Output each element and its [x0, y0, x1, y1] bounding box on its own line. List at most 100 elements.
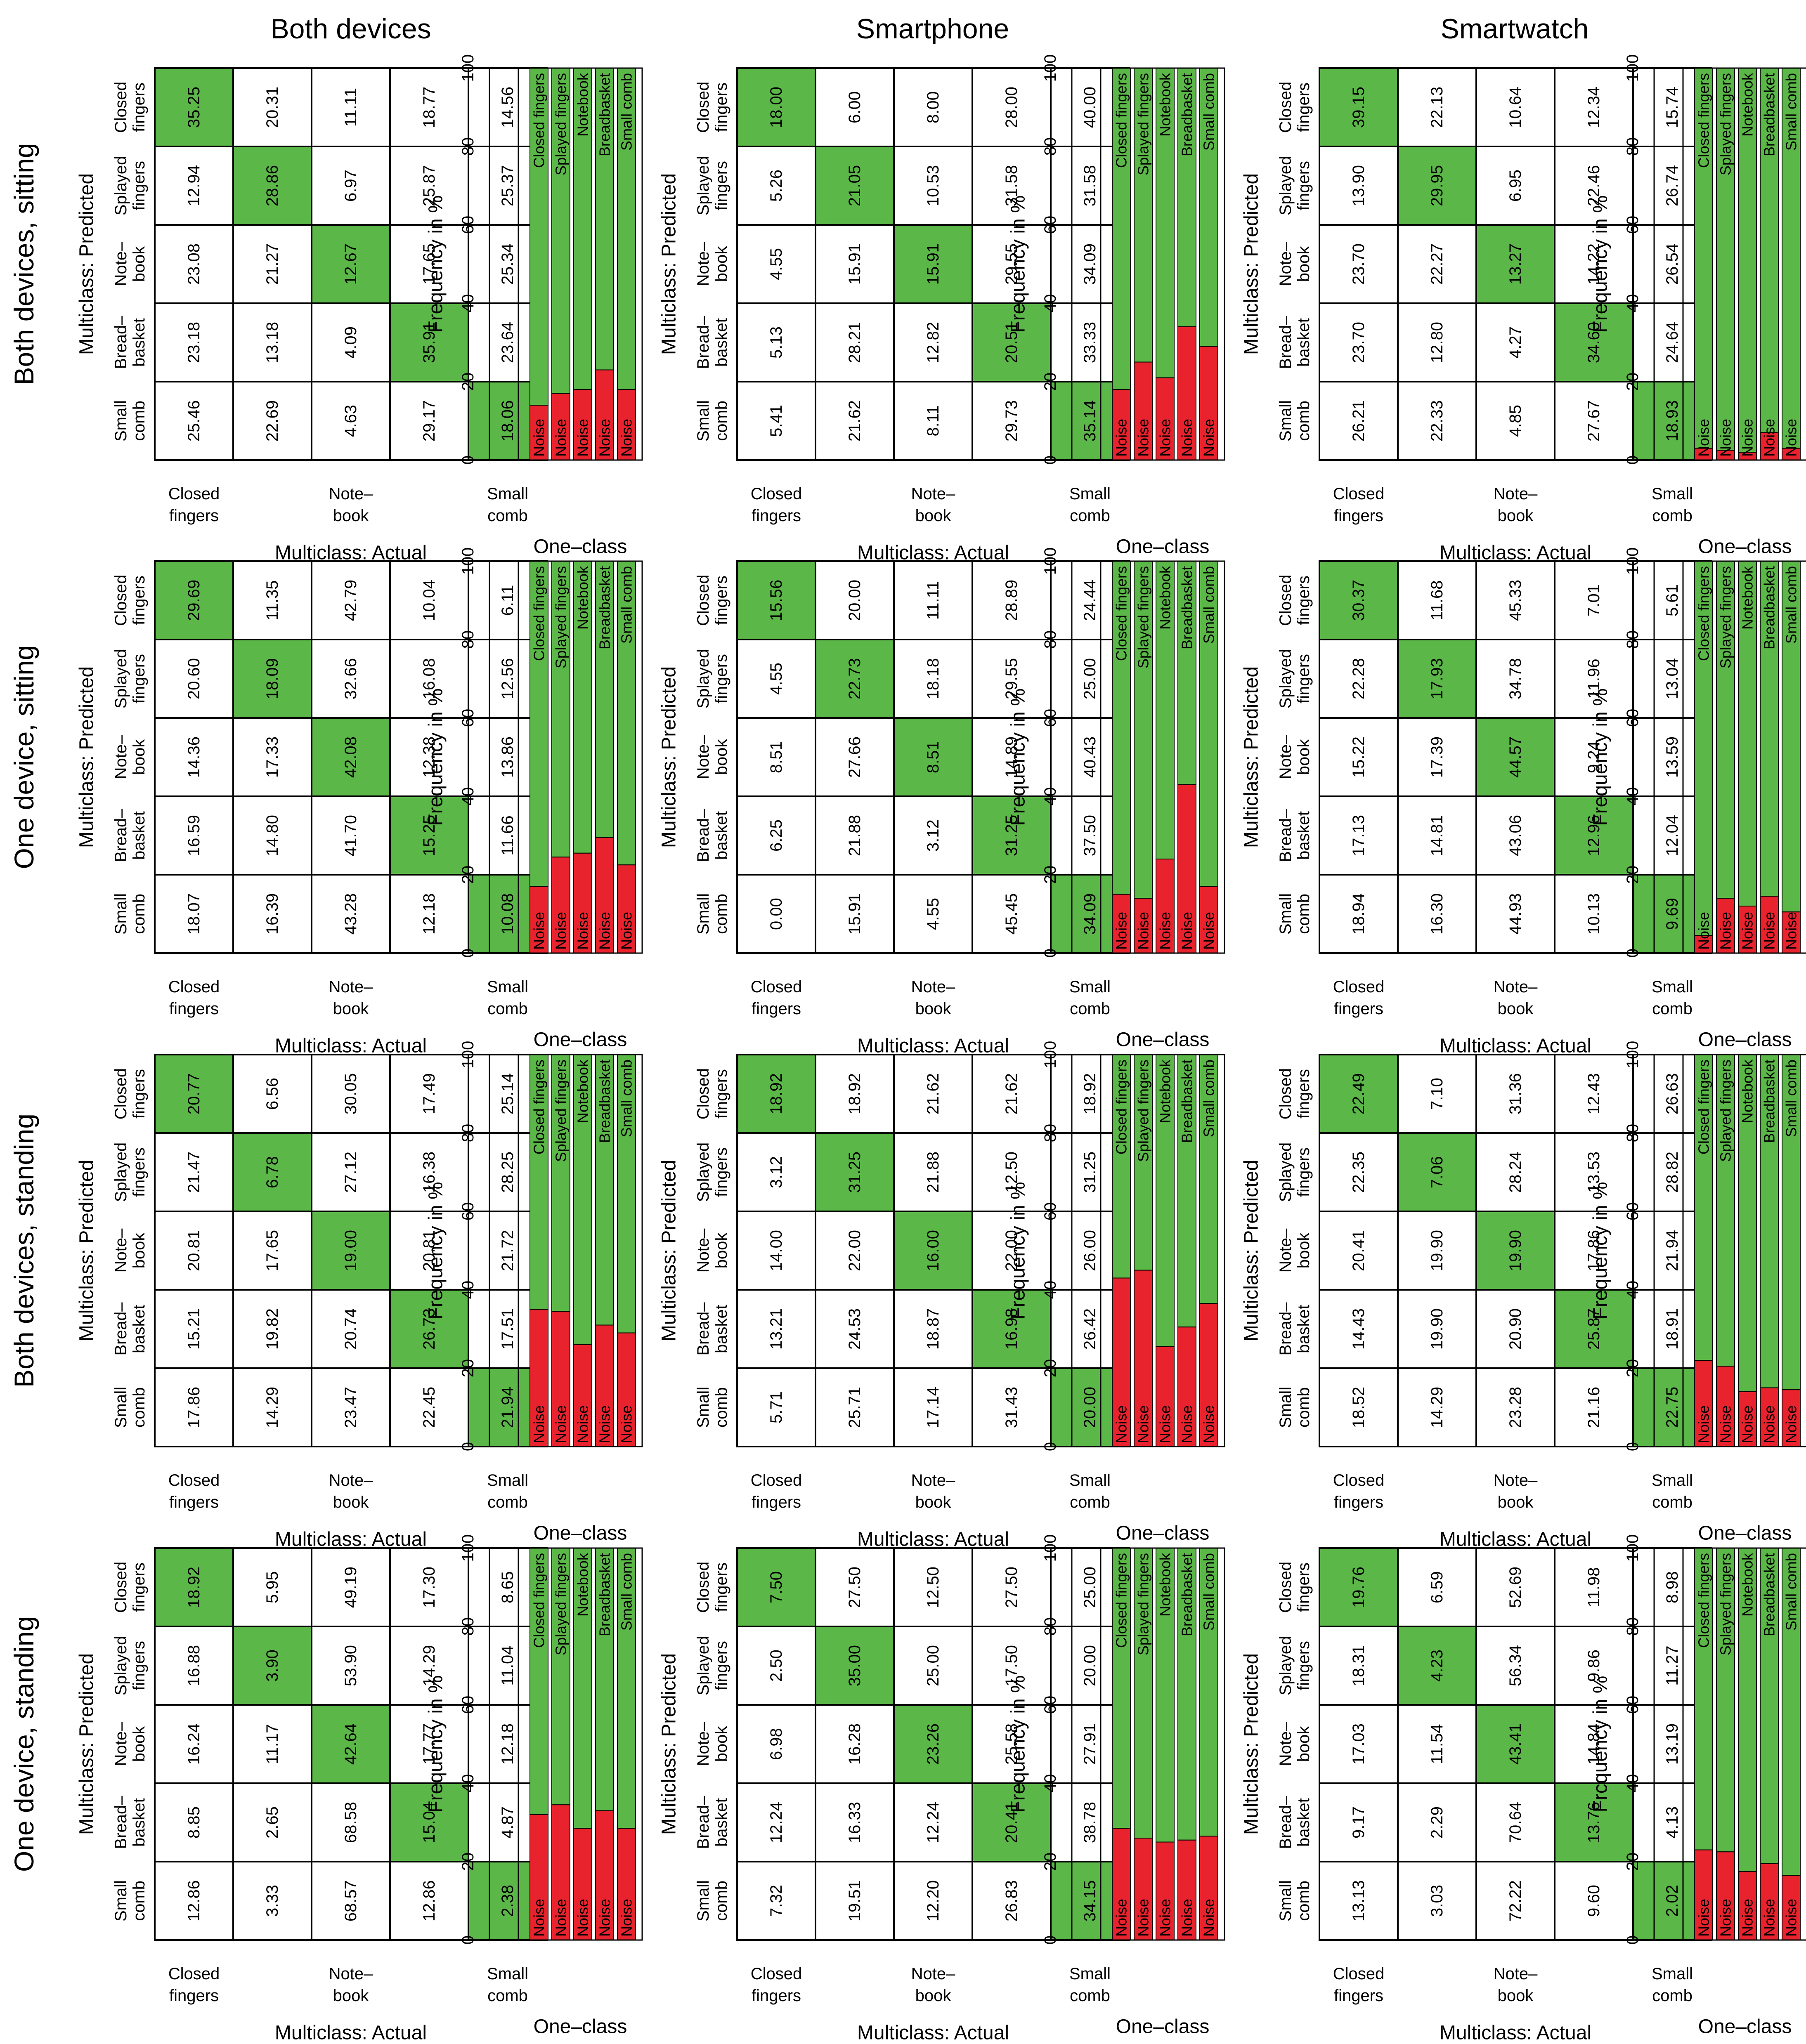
class-label: fingers	[712, 576, 730, 625]
cell-value: 45.33	[1506, 580, 1525, 621]
bar-noise-label: Noise	[596, 912, 613, 950]
y-tick-label: 60	[459, 216, 477, 234]
x-tick-label: Closed	[168, 978, 220, 996]
cell-value: 14.89	[1002, 736, 1021, 778]
cell-value: 12.18	[420, 893, 438, 935]
bar-y-title: Frequency in %	[425, 688, 447, 826]
cell-value: 18.92	[846, 1073, 864, 1114]
matrix-cell	[1397, 560, 1477, 640]
matrix-cell	[815, 639, 895, 719]
y-tick-label: 40	[1041, 1774, 1059, 1793]
bar-noise-label: Noise	[1717, 912, 1734, 950]
matrix-cell	[389, 717, 469, 797]
matrix-y-title: Multiclass: Predicted	[1241, 1653, 1262, 1835]
bar-noise-label: Noise	[1201, 419, 1217, 457]
cell-value: 23.47	[342, 1387, 360, 1428]
x-tick-label: comb	[487, 507, 528, 525]
cell-value: 9.86	[1585, 1650, 1603, 1682]
cell-value: 44.93	[1506, 893, 1525, 935]
bar-class-label: Notebook	[1157, 1553, 1174, 1617]
cell-value: 2.38	[499, 1885, 517, 1917]
cell-value: 26.00	[1081, 1230, 1099, 1271]
class-label: Small	[1276, 1880, 1295, 1921]
cell-value: 10.64	[1506, 87, 1525, 128]
class-label: comb	[130, 401, 148, 441]
y-tick-label: 60	[1041, 709, 1059, 727]
class-label: Bread–	[112, 1302, 130, 1356]
matrix-cell	[232, 1547, 312, 1627]
y-tick-label: 60	[1624, 1696, 1642, 1714]
cell-value: 2.29	[1428, 1806, 1446, 1839]
bar-noise	[1134, 361, 1153, 460]
y-tick-label: 0	[1041, 1442, 1059, 1451]
matrix-cell	[389, 1704, 469, 1784]
matrix-cell	[154, 874, 234, 954]
y-tick-label: 20	[1624, 1359, 1642, 1378]
plot-frame	[1100, 67, 1225, 461]
bar-noise-label: Noise	[574, 1899, 591, 1937]
class-label: Note–	[112, 242, 130, 286]
bar-noise-label: Noise	[1113, 912, 1130, 950]
bar-class	[1694, 1548, 1713, 1850]
bar-noise-label: Noise	[1135, 1405, 1152, 1443]
bar-noise-label: Noise	[1135, 419, 1152, 457]
bar-class-label: Small comb	[618, 73, 635, 151]
matrix-cell	[389, 1861, 469, 1941]
bar-class	[617, 561, 636, 866]
matrix-cell	[972, 874, 1052, 954]
matrix-cell	[972, 639, 1052, 719]
bar-class-label: Splayed fingers	[553, 566, 570, 668]
x-tick-label: Small	[1069, 978, 1111, 996]
cell-value: 49.19	[342, 1567, 360, 1608]
class-label: fingers	[130, 1147, 148, 1197]
bar-class-label: Notebook	[1739, 73, 1756, 137]
x-tick-label: comb	[487, 1000, 528, 1018]
cell-value: 16.59	[185, 815, 203, 856]
bar-class	[573, 1548, 592, 1829]
bar-noise-label: Noise	[1157, 419, 1174, 457]
cell-value: 23.64	[499, 322, 517, 363]
cell-value: 4.13	[1663, 1806, 1681, 1839]
cell-value: 16.30	[1428, 893, 1446, 935]
bar-noise-label: Noise	[618, 1405, 635, 1443]
class-label: Splayed	[1276, 649, 1295, 709]
cell-value: 27.50	[846, 1567, 864, 1608]
matrix-cell	[311, 1861, 391, 1941]
bar-class-label: Breadbasket	[596, 1553, 613, 1636]
bar-x-title: One–class	[534, 1522, 627, 1544]
cell-value: 18.18	[924, 658, 942, 699]
cell-value: 3.03	[1428, 1885, 1446, 1917]
bar-noise-label: Noise	[1695, 419, 1712, 457]
bar-x-title: One–class	[534, 1029, 627, 1051]
x-tick-label: book	[915, 1987, 952, 2005]
bar-noise-label: Noise	[1783, 419, 1800, 457]
matrix-cell	[232, 1054, 312, 1134]
x-tick-label: book	[1498, 1987, 1534, 2005]
matrix-cell	[311, 67, 391, 147]
cell-value: 11.11	[924, 581, 942, 620]
class-label: fingers	[712, 654, 730, 703]
matrix-cell	[893, 874, 973, 954]
bar-noise	[1694, 1360, 1713, 1447]
class-label: Bread–	[112, 809, 130, 862]
matrix-cell	[389, 1132, 469, 1212]
bar-noise-label: Noise	[531, 1899, 548, 1937]
cell-value: 14.29	[263, 1387, 281, 1428]
column-title: Both devices	[270, 13, 431, 45]
bar-class-label: Splayed fingers	[1135, 1553, 1152, 1655]
cell-value: 9.69	[1663, 898, 1681, 930]
cell-value: 8.51	[924, 741, 942, 773]
bar-y-title: Frequency in %	[1007, 1675, 1029, 1813]
matrix-cell	[815, 1782, 895, 1862]
cell-value: 16.33	[846, 1802, 864, 1843]
cell-value: 18.31	[1350, 1645, 1368, 1686]
matrix-cell	[154, 381, 234, 461]
matrix-cell	[893, 560, 973, 640]
cell-value: 34.09	[1081, 893, 1099, 935]
y-tick-label: 0	[1624, 456, 1642, 465]
matrix-cell	[389, 639, 469, 719]
class-label: fingers	[712, 1563, 730, 1612]
cell-value: 18.06	[499, 400, 517, 441]
class-label: comb	[712, 1387, 730, 1428]
bar-noise	[1716, 1851, 1735, 1940]
